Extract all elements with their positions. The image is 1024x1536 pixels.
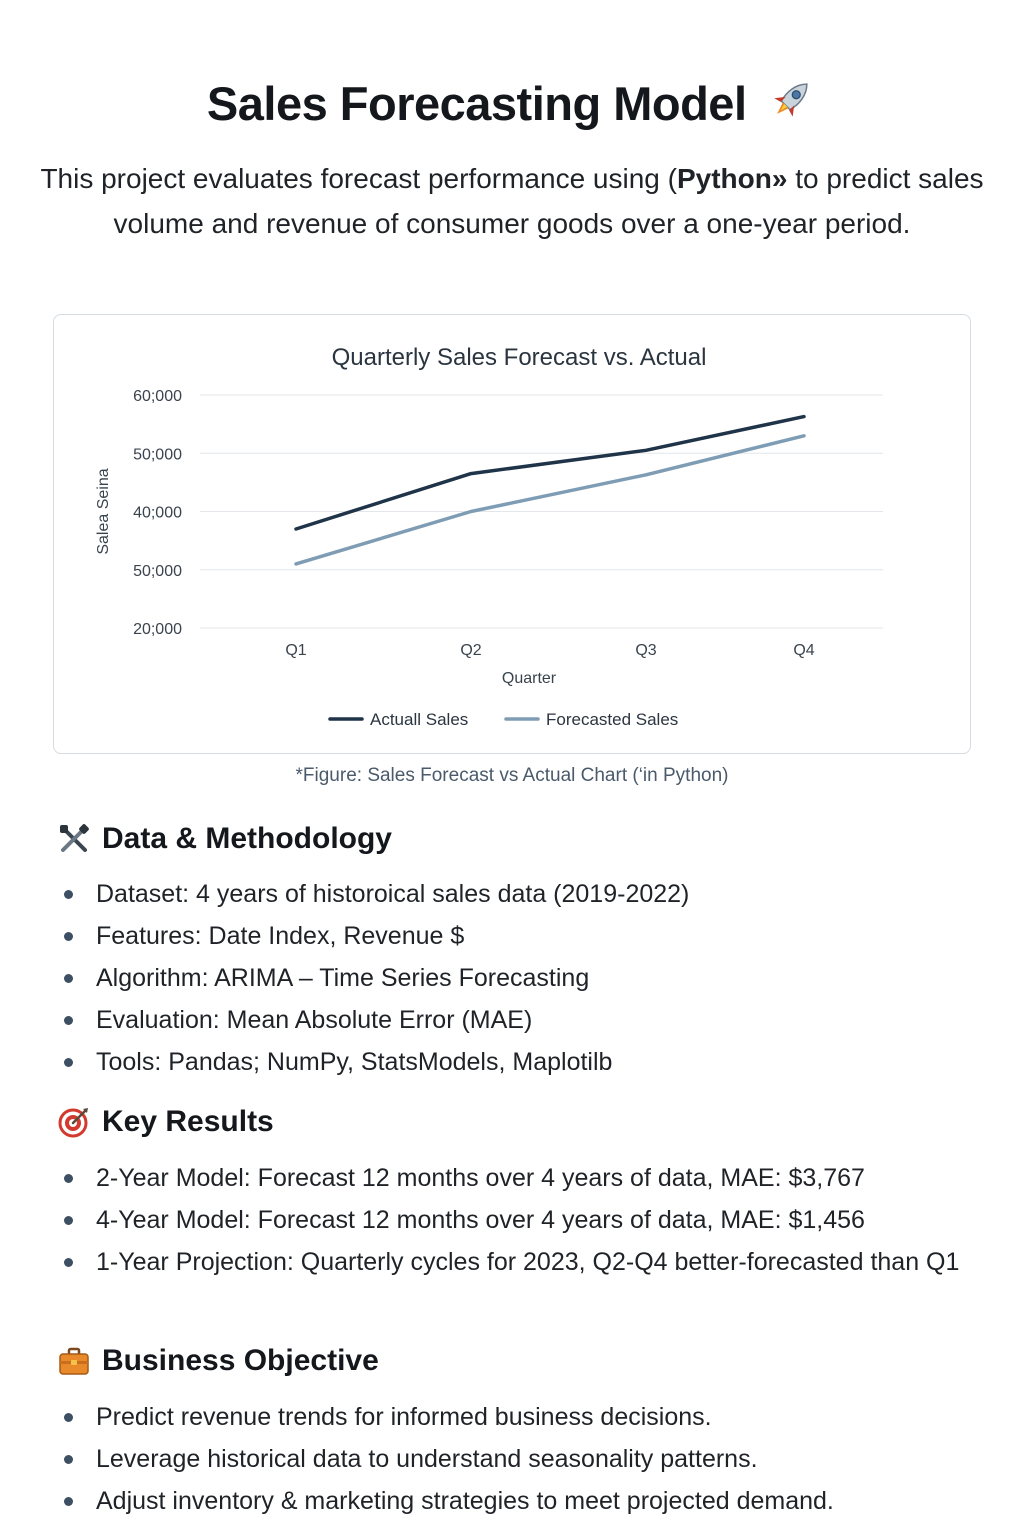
x-axis-label: Quarter (502, 670, 557, 687)
page-title: Sales Forecasting Model (0, 74, 1024, 135)
y-tick-label: 60;000 (133, 388, 182, 405)
target-icon (58, 1106, 90, 1138)
methodology-heading-text: Data & Methodology (102, 822, 392, 855)
crossed-tools-icon (58, 823, 90, 855)
legend-label: Actuall Sales (370, 710, 468, 729)
list-item: Leverage historical data to understand s… (58, 1438, 988, 1480)
list-item: Algorithm: ARIMA – Time Series Forecasti… (58, 957, 988, 999)
y-tick-label: 40;000 (133, 505, 182, 522)
list-item: Dataset: 4 years of historoical sales da… (58, 873, 988, 915)
series-line-2 (294, 434, 806, 566)
objective-heading: Business Objective (58, 1344, 379, 1378)
x-tick-label: Q4 (793, 642, 814, 659)
objective-heading-text: Business Objective (102, 1344, 379, 1377)
x-tick-label: Q2 (460, 642, 481, 659)
list-item: Adjust inventory & marketing strategies … (58, 1480, 988, 1522)
list-item: 4-Year Model: Forecast 12 months over 4 … (58, 1199, 988, 1241)
y-axis-label: Salea Seina (95, 468, 112, 554)
methodology-heading: Data & Methodology (58, 822, 392, 856)
x-tick-label: Q3 (635, 642, 656, 659)
x-tick-label: Q1 (285, 642, 306, 659)
briefcase-icon (58, 1345, 90, 1377)
figure-caption: *Figure: Sales Forecast vs Actual Chart … (295, 765, 729, 786)
intro-text-start: This project evaluates forecast performa… (40, 163, 677, 194)
chart-title: Quarterly Sales Forecast vs. Actual (332, 344, 707, 371)
list-item: Features: Date Index, Revenue $ (58, 915, 988, 957)
intro-paragraph: This project evaluates forecast performa… (40, 156, 984, 246)
series-line-1 (294, 414, 806, 531)
intro-python-emphasis: Python» (676, 163, 788, 194)
results-heading-text: Key Results (102, 1105, 274, 1138)
list-item: Tools: Pandas; NumPy, StatsModels, Maplo… (58, 1041, 988, 1083)
chart-card: Quarterly Sales Forecast vs. Actual 60;00… (53, 314, 971, 754)
rocket-icon (767, 74, 817, 135)
sales-line-chart: Quarterly Sales Forecast vs. Actual 60;00… (95, 344, 883, 729)
list-item: 1-Year Projection: Quarterly cycles for … (58, 1241, 988, 1283)
results-list: 2-Year Model: Forecast 12 months over 4 … (58, 1157, 988, 1283)
methodology-list: Dataset: 4 years of historoical sales da… (58, 873, 988, 1083)
y-tick-label: 50;000 (133, 563, 182, 580)
intro-text-end: to predict sales volume and revenue of c… (113, 163, 984, 239)
legend-label: Forecasted Sales (546, 710, 678, 729)
results-heading: Key Results (58, 1105, 274, 1139)
y-tick-label: 50;000 (133, 446, 182, 463)
page-title-text: Sales Forecasting Model (206, 77, 747, 130)
list-item: Predict revenue trends for informed busi… (58, 1396, 988, 1438)
y-tick-label: 20;000 (133, 621, 182, 638)
objective-list: Predict revenue trends for informed busi… (58, 1396, 988, 1522)
list-item: 2-Year Model: Forecast 12 months over 4 … (58, 1157, 988, 1199)
list-item: Evaluation: Mean Absolute Error (MAE) (58, 999, 988, 1041)
